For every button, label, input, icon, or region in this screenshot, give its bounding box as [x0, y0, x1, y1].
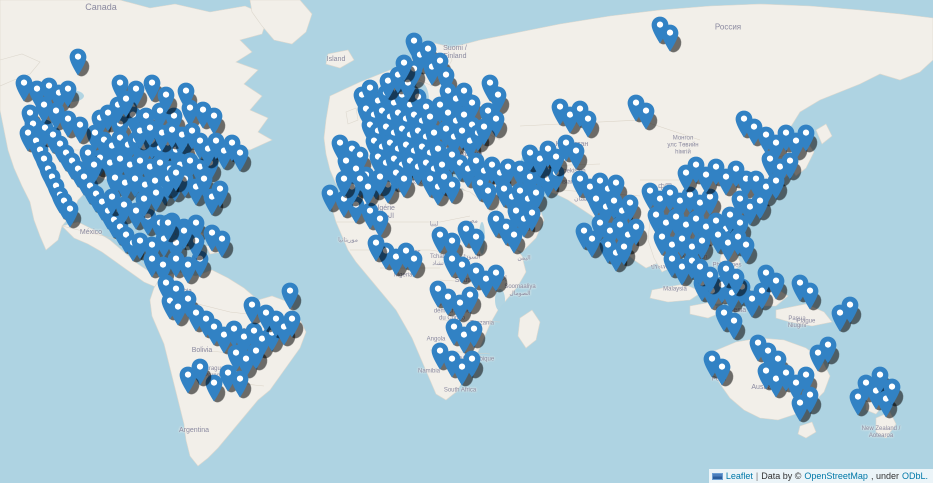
map-pin-marker-icon[interactable]: [849, 388, 870, 417]
map-pin-marker-icon[interactable]: [175, 222, 196, 251]
map-pin-marker-icon[interactable]: [479, 182, 500, 211]
map-pin-marker-icon[interactable]: [147, 184, 168, 213]
map-pin-marker-icon[interactable]: [547, 148, 568, 177]
map-pin-marker-icon[interactable]: [283, 310, 304, 339]
map-pin-marker-icon[interactable]: [443, 176, 464, 205]
map-pin-marker-icon[interactable]: [191, 358, 212, 387]
attribution-control[interactable]: Leaflet | Data by © OpenStreetMap , unde…: [708, 469, 933, 483]
map-pin-marker-icon[interactable]: [167, 164, 188, 193]
map-pin-marker-icon[interactable]: [883, 378, 904, 407]
map-pin-marker-icon[interactable]: [395, 170, 416, 199]
map-pin-marker-icon[interactable]: [85, 156, 106, 185]
map-pin-marker-icon[interactable]: [567, 142, 588, 171]
map-pin-marker-icon[interactable]: [371, 168, 392, 197]
map-pin-marker-icon[interactable]: [461, 286, 482, 315]
map-pin-marker-icon[interactable]: [465, 320, 486, 349]
map-pin-marker-icon[interactable]: [489, 86, 510, 115]
map-pin-marker-icon[interactable]: [781, 152, 802, 181]
attribution-separator: |: [755, 471, 759, 481]
map-pin-marker-icon[interactable]: [69, 48, 90, 77]
map-pin-marker-icon[interactable]: [487, 264, 508, 293]
map-pin-marker-icon[interactable]: [463, 350, 484, 379]
map-pin-marker-icon[interactable]: [841, 296, 862, 325]
map-pin-marker-icon[interactable]: [367, 234, 388, 263]
map-pin-marker-icon[interactable]: [117, 90, 138, 119]
map-pin-marker-icon[interactable]: [59, 80, 80, 109]
leaflet-flag-icon: [711, 472, 723, 480]
map-pin-marker-icon[interactable]: [205, 107, 226, 136]
map-pin-marker-icon[interactable]: [801, 386, 822, 415]
attribution-license-prefix: , under: [870, 471, 899, 481]
map-pin-marker-icon[interactable]: [737, 236, 758, 265]
map-pin-marker-icon[interactable]: [713, 358, 734, 387]
map-pin-marker-icon[interactable]: [499, 158, 520, 187]
map-pin-marker-icon[interactable]: [819, 336, 840, 365]
map-pin-marker-icon[interactable]: [213, 230, 234, 259]
map-pin-marker-icon[interactable]: [751, 192, 772, 221]
map-pin-marker-icon[interactable]: [231, 370, 252, 399]
openstreetmap-link[interactable]: OpenStreetMap: [804, 471, 868, 481]
map-pin-marker-icon[interactable]: [359, 178, 380, 207]
map-pin-marker-icon[interactable]: [231, 144, 252, 173]
map-pin-marker-icon[interactable]: [621, 194, 642, 223]
map-pin-marker-icon[interactable]: [701, 266, 722, 295]
map-pin-marker-icon[interactable]: [637, 102, 658, 131]
map-pin-marker-icon[interactable]: [61, 200, 82, 229]
map-pin-marker-icon[interactable]: [615, 238, 636, 267]
map-pin-marker-icon[interactable]: [767, 272, 788, 301]
map-pin-marker-icon[interactable]: [211, 180, 232, 209]
map-pin-marker-icon[interactable]: [157, 86, 178, 115]
map-pin-marker-icon[interactable]: [767, 172, 788, 201]
map-pin-marker-icon[interactable]: [179, 366, 200, 395]
map-pin-marker-icon[interactable]: [583, 230, 604, 259]
map-pin-marker-icon[interactable]: [467, 228, 488, 257]
map-pin-marker-icon[interactable]: [797, 124, 818, 153]
map-pin-marker-icon[interactable]: [405, 250, 426, 279]
map-pin-marker-icon[interactable]: [395, 54, 416, 83]
odbl-license-link[interactable]: ODbL.: [901, 471, 928, 481]
map-pin-marker-icon[interactable]: [627, 218, 648, 247]
map-pin-marker-icon[interactable]: [127, 80, 148, 109]
map-pin-marker-icon[interactable]: [475, 118, 496, 147]
map-pin-marker-icon[interactable]: [661, 24, 682, 53]
map-pin-marker-icon[interactable]: [701, 188, 722, 217]
map-pin-marker-icon[interactable]: [71, 116, 92, 145]
map-pin-marker-icon[interactable]: [801, 282, 822, 311]
map-pin-marker-icon[interactable]: [335, 170, 356, 199]
map-pin-marker-icon[interactable]: [693, 232, 714, 261]
map-pin-marker-icon[interactable]: [159, 214, 180, 243]
map-pin-marker-icon[interactable]: [523, 204, 544, 233]
map-pin-marker-icon[interactable]: [135, 190, 156, 219]
attribution-data-prefix: Data by ©: [761, 471, 802, 481]
map-pin-marker-icon[interactable]: [727, 268, 748, 297]
map-pin-marker-icon[interactable]: [487, 110, 508, 139]
map-pin-marker-icon[interactable]: [247, 342, 268, 371]
map-pin-marker-icon[interactable]: [371, 210, 392, 239]
leaflet-link[interactable]: Leaflet: [725, 471, 753, 481]
map-pin-marker-icon[interactable]: [179, 256, 200, 285]
map-pin-marker-icon[interactable]: [505, 226, 526, 255]
map-pin-marker-icon[interactable]: [579, 110, 600, 139]
map-pin-marker-icon[interactable]: [725, 312, 746, 341]
map-pin-marker-icon[interactable]: [281, 282, 302, 311]
